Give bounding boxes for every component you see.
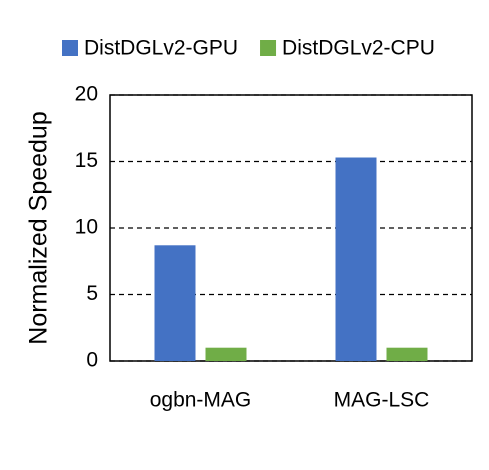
bar bbox=[386, 347, 428, 361]
y-tick-label: 20 bbox=[75, 83, 98, 106]
y-tick-label: 10 bbox=[75, 216, 98, 239]
legend-swatch bbox=[260, 40, 277, 56]
legend-label: DistDGLv2-GPU bbox=[84, 37, 238, 60]
bar bbox=[335, 157, 377, 361]
x-tick-label: ogbn-MAG bbox=[150, 389, 252, 412]
legend-label: DistDGLv2-CPU bbox=[282, 37, 435, 60]
plot-frame bbox=[109, 94, 473, 362]
y-tick-label: 15 bbox=[75, 149, 98, 172]
y-axis-label: Normalized Speedup bbox=[25, 111, 53, 344]
y-tick-label: 5 bbox=[86, 282, 98, 305]
bar bbox=[154, 245, 196, 361]
legend-swatch bbox=[62, 40, 78, 56]
y-tick-label: 0 bbox=[86, 349, 98, 372]
bar bbox=[205, 347, 247, 361]
x-tick-label: MAG-LSC bbox=[334, 389, 430, 412]
